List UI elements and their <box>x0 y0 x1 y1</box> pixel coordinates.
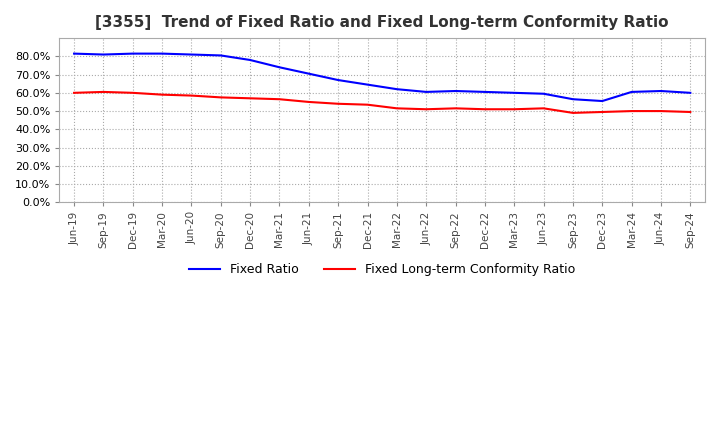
Fixed Long-term Conformity Ratio <box>480 106 489 112</box>
Fixed Ratio <box>686 90 695 95</box>
Fixed Long-term Conformity Ratio <box>598 110 607 115</box>
Fixed Ratio <box>657 88 665 94</box>
Fixed Long-term Conformity Ratio <box>158 92 166 97</box>
Fixed Ratio <box>158 51 166 56</box>
Fixed Ratio <box>627 89 636 95</box>
Title: [3355]  Trend of Fixed Ratio and Fixed Long-term Conformity Ratio: [3355] Trend of Fixed Ratio and Fixed Lo… <box>96 15 669 30</box>
Fixed Ratio <box>480 89 489 95</box>
Fixed Ratio <box>128 51 137 56</box>
Fixed Ratio <box>99 52 108 57</box>
Fixed Long-term Conformity Ratio <box>363 102 372 107</box>
Fixed Long-term Conformity Ratio <box>128 90 137 95</box>
Legend: Fixed Ratio, Fixed Long-term Conformity Ratio: Fixed Ratio, Fixed Long-term Conformity … <box>184 258 580 282</box>
Fixed Long-term Conformity Ratio <box>569 110 577 116</box>
Fixed Long-term Conformity Ratio <box>70 90 78 95</box>
Fixed Long-term Conformity Ratio <box>187 93 196 98</box>
Fixed Long-term Conformity Ratio <box>99 89 108 95</box>
Fixed Long-term Conformity Ratio <box>392 106 401 111</box>
Fixed Ratio <box>451 88 460 94</box>
Fixed Ratio <box>334 77 343 83</box>
Fixed Ratio <box>392 87 401 92</box>
Fixed Long-term Conformity Ratio <box>275 96 284 102</box>
Fixed Long-term Conformity Ratio <box>334 101 343 106</box>
Fixed Ratio <box>305 71 313 76</box>
Fixed Long-term Conformity Ratio <box>686 110 695 115</box>
Fixed Ratio <box>70 51 78 56</box>
Fixed Long-term Conformity Ratio <box>217 95 225 100</box>
Fixed Ratio <box>539 91 548 96</box>
Line: Fixed Long-term Conformity Ratio: Fixed Long-term Conformity Ratio <box>74 92 690 113</box>
Fixed Ratio <box>187 52 196 57</box>
Fixed Ratio <box>246 57 254 62</box>
Fixed Ratio <box>569 96 577 102</box>
Fixed Ratio <box>510 90 518 95</box>
Fixed Ratio <box>217 53 225 58</box>
Fixed Ratio <box>363 82 372 87</box>
Fixed Long-term Conformity Ratio <box>510 106 518 112</box>
Fixed Long-term Conformity Ratio <box>451 106 460 111</box>
Fixed Long-term Conformity Ratio <box>539 106 548 111</box>
Fixed Long-term Conformity Ratio <box>305 99 313 105</box>
Fixed Long-term Conformity Ratio <box>627 108 636 114</box>
Line: Fixed Ratio: Fixed Ratio <box>74 54 690 101</box>
Fixed Ratio <box>275 65 284 70</box>
Fixed Ratio <box>598 99 607 104</box>
Fixed Long-term Conformity Ratio <box>246 95 254 101</box>
Fixed Ratio <box>422 89 431 95</box>
Fixed Long-term Conformity Ratio <box>422 106 431 112</box>
Fixed Long-term Conformity Ratio <box>657 108 665 114</box>
